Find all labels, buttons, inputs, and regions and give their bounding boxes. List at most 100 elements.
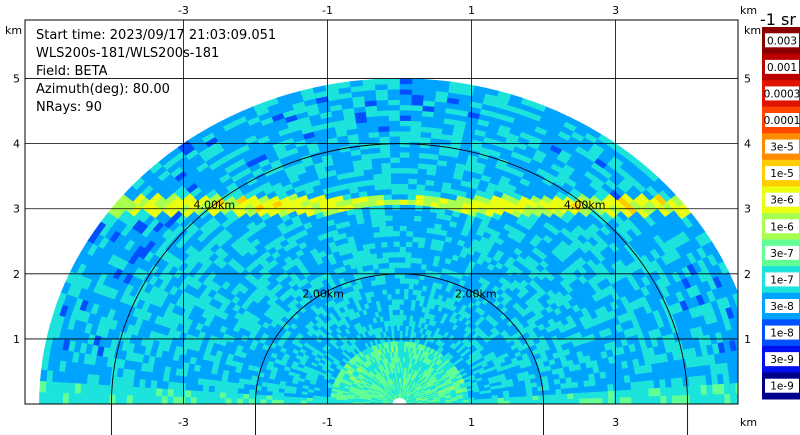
fan-cell [596, 397, 604, 404]
fan-cell [389, 141, 400, 148]
fan-cell [374, 194, 385, 201]
fan-cell [389, 156, 400, 164]
fan-cell [412, 225, 421, 233]
fan-cell [399, 177, 409, 185]
fan-cell [561, 393, 569, 400]
fan-cell [670, 377, 678, 388]
fan-cell [375, 199, 385, 206]
fan-cell [376, 109, 389, 117]
fan-cell [399, 288, 405, 295]
fan-cell [526, 399, 534, 404]
fan-cell [735, 393, 738, 404]
fan-cell [735, 382, 738, 394]
fan-cell [659, 386, 667, 397]
fan-cell [399, 109, 412, 116]
fan-cell [399, 293, 405, 300]
fan-cell [624, 381, 632, 391]
fan-cell [596, 390, 604, 399]
fan-cell [393, 256, 400, 263]
fan-cell [572, 392, 580, 399]
fan-cell [379, 236, 388, 243]
fan-cell [550, 398, 557, 404]
fan-cell [390, 167, 400, 174]
fan-cell [583, 385, 592, 393]
fan-cell [573, 397, 580, 404]
fan-cell [376, 209, 386, 217]
fan-cell [399, 193, 408, 200]
fan-cell [752, 370, 759, 382]
fan-cell [555, 393, 563, 400]
fan-cell [376, 104, 389, 112]
fan-cell [706, 393, 714, 404]
fan-cell [405, 246, 413, 253]
fan-cell [748, 348, 756, 360]
fan-cell [532, 399, 540, 404]
fan-cell [379, 151, 391, 159]
fan-cell [390, 177, 400, 185]
fan-cell [389, 146, 400, 153]
fan-cell [410, 109, 423, 117]
fan-cell [740, 371, 747, 382]
fan-cell [730, 393, 737, 404]
fan-cell [399, 225, 407, 232]
fan-cell [436, 80, 450, 88]
fan-cell [399, 282, 405, 289]
fan-cell [394, 293, 400, 300]
fan-cell [588, 378, 597, 387]
fan-cell [734, 338, 738, 351]
fan-cell [374, 78, 388, 85]
fan-cell [395, 298, 400, 305]
fan-cell [399, 325, 403, 331]
fan-cell [388, 114, 400, 122]
fan-cell [380, 246, 389, 253]
fan-cell [601, 390, 609, 398]
fan-cell [608, 396, 615, 404]
fan-cell [378, 225, 387, 233]
fan-cell [665, 386, 673, 396]
fan-cell [387, 251, 395, 258]
fan-cell [399, 151, 410, 158]
fan-cell [544, 394, 551, 400]
fan-cell [700, 393, 708, 404]
fan-cell [414, 204, 423, 212]
fan-cell [630, 388, 638, 398]
fan-cell [399, 88, 413, 95]
fan-cell [509, 396, 516, 401]
fan-cell [409, 267, 416, 274]
fan-cell [748, 393, 754, 404]
fan-cell [745, 359, 752, 371]
fan-cell [567, 392, 574, 400]
fan-cell [659, 378, 667, 388]
fan-cell [399, 304, 404, 310]
fan-cell [399, 314, 404, 321]
fan-cell [377, 220, 387, 227]
fan-cell [695, 394, 702, 404]
fan-cell [754, 393, 760, 404]
fan-cell [411, 241, 419, 248]
fan-cell [414, 267, 421, 275]
fan-cell [503, 400, 511, 404]
fan-cell [700, 384, 708, 395]
fan-cell [399, 246, 406, 253]
fan-cell [382, 193, 392, 201]
fan-cell [408, 162, 419, 169]
fan-cell [384, 220, 393, 227]
fan-cell [734, 315, 738, 329]
fan-cell [391, 193, 400, 200]
fan-cell [387, 256, 395, 263]
fan-cell [742, 393, 748, 404]
fan-cell [413, 215, 422, 222]
fan-cell [381, 251, 389, 259]
fan-cell [390, 183, 400, 190]
fan-cell [589, 384, 597, 393]
fan-cell [642, 395, 650, 404]
fan-cell [666, 395, 673, 404]
fan-cell [391, 198, 400, 206]
fan-cell [410, 257, 417, 264]
fan-cell [412, 230, 420, 238]
fan-cell [395, 304, 400, 310]
fan-cell [349, 80, 363, 88]
fan-cell [414, 199, 424, 206]
fan-cell [399, 135, 411, 143]
fan-cell [393, 251, 400, 258]
